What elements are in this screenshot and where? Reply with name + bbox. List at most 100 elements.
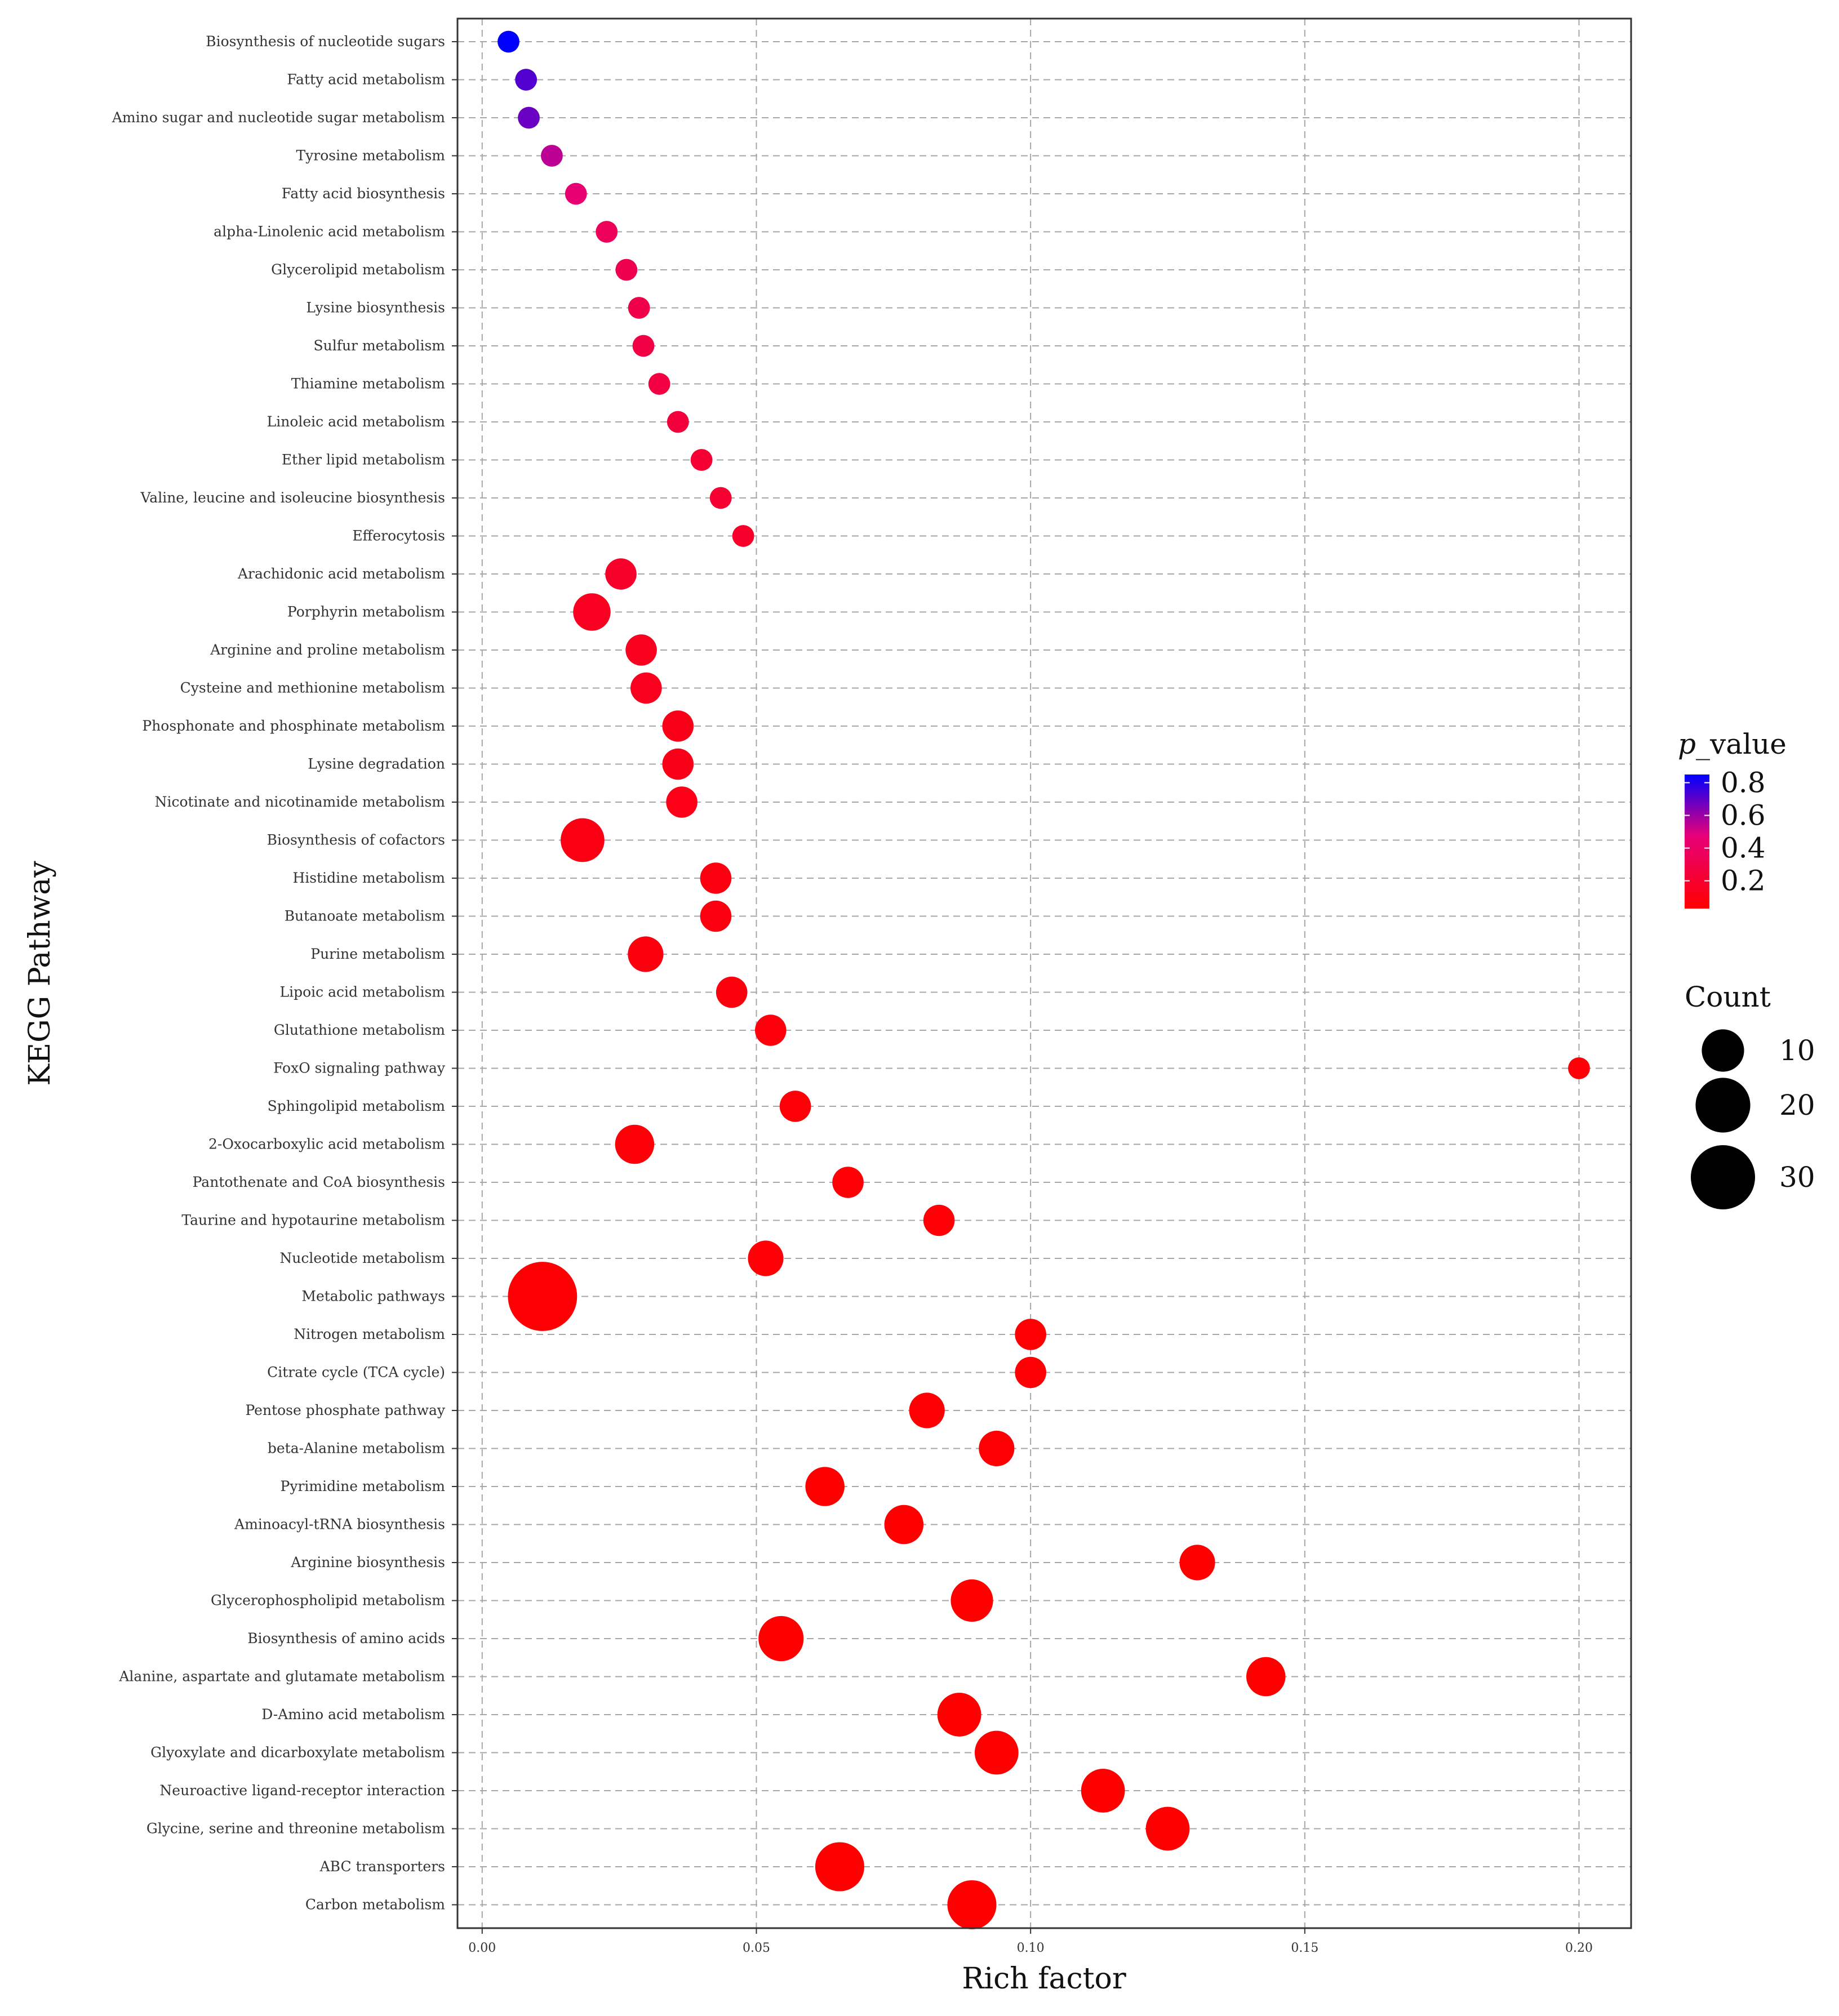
data-point [596,221,618,243]
y-tick-label: Nitrogen metabolism [294,1326,445,1342]
data-point [779,1091,811,1122]
colorbar-label: 0.2 [1721,865,1766,897]
y-tick-label: ABC transporters [319,1858,445,1875]
data-point [662,748,694,780]
y-tick-label: Pyrimidine metabolism [281,1478,446,1494]
x-tick-label: 0.15 [1291,1941,1318,1955]
x-tick-label: 0.00 [468,1941,496,1955]
y-tick-label: Aminoacyl-tRNA biosynthesis [234,1516,445,1533]
y-tick-label: D-Amino acid metabolism [261,1706,445,1723]
data-point [947,1880,997,1930]
x-axis-title: Rich factor [962,1962,1126,1996]
colorbar-label: 0.6 [1721,799,1766,832]
data-point [615,1124,655,1164]
data-point [628,936,664,972]
p-value-legend-title: p_value [1678,728,1787,760]
y-tick-label: Pentose phosphate pathway [245,1402,445,1418]
y-tick-label: Glycerophospholipid metabolism [211,1592,445,1609]
y-tick-label: 2-Oxocarboxylic acid metabolism [208,1136,445,1152]
data-point [667,411,689,433]
y-tick-label: Sphingolipid metabolism [268,1098,446,1114]
count-legend-title: Count [1685,981,1771,1013]
data-point [923,1204,955,1236]
y-tick-label: Cysteine and methionine metabolism [180,680,446,696]
data-point [515,69,538,91]
x-tick-label: 0.20 [1565,1941,1593,1955]
data-point [615,259,638,281]
count-legend-label: 20 [1779,1089,1815,1122]
data-point [937,1693,981,1737]
y-tick-label: Biosynthesis of amino acids [247,1630,445,1646]
y-tick-label: Fatty acid metabolism [287,72,445,88]
y-tick-label: Tyrosine metabolism [296,148,445,164]
y-tick-label: Arachidonic acid metabolism [237,566,445,582]
p-value-legend-title-italic: p [1678,728,1696,760]
p-value-legend-title-rest: _value [1696,728,1787,760]
data-point [690,449,713,471]
colorbar-label: 0.8 [1721,767,1766,799]
y-tick-label: Ether lipid metabolism [282,452,445,468]
y-tick-label: Arginine and proline metabolism [210,642,445,658]
data-point [573,593,611,631]
data-point [666,786,698,818]
y-tick-label: Biosynthesis of cofactors [267,832,445,848]
y-tick-label: Sulfur metabolism [313,337,445,354]
p-value-legend: p_value 0.80.60.40.2 [1678,728,1787,909]
y-tick-label: Carbon metabolism [305,1897,445,1913]
y-tick-label: Butanoate metabolism [285,908,446,924]
y-tick-label: Glycine, serine and threonine metabolism [146,1821,445,1837]
data-point [605,558,637,590]
y-tick-label: Glycerolipid metabolism [271,261,445,278]
data-point [1246,1657,1286,1697]
data-point [974,1730,1019,1775]
y-tick-label: Pantothenate and CoA biosynthesis [193,1174,445,1190]
p-value-colorbar-ticks: 0.80.60.40.2 [1685,767,1766,897]
y-tick-label: Efferocytosis [352,528,445,544]
y-tick-label: Histidine metabolism [292,870,445,886]
y-tick-label: FoxO signaling pathway [273,1060,446,1076]
y-tick-label: Biosynthesis of nucleotide sugars [206,33,445,50]
y-axis-title: KEGG Pathway [23,861,57,1086]
count-legend-label: 10 [1779,1034,1815,1067]
data-point [1179,1545,1215,1581]
data-point [884,1505,924,1545]
data-point [565,183,587,205]
data-point [1145,1806,1190,1851]
data-point [518,106,540,129]
data-point [1081,1769,1125,1813]
count-legend-circle [1690,1145,1756,1210]
data-point [950,1579,993,1622]
data-point [625,634,657,666]
data-point [628,297,650,319]
count-legend: Count 10 20 30 [1685,981,1815,1210]
count-legend-label: 30 [1779,1161,1815,1194]
data-point [630,672,662,704]
data-point [979,1430,1015,1467]
y-tick-label: Amino sugar and nucleotide sugar metabol… [112,109,445,126]
y-tick-label: Lysine biosynthesis [306,300,445,316]
y-tick-label: Glyoxylate and dicarboxylate metabolism [150,1744,445,1761]
y-tick-label: Nucleotide metabolism [279,1250,445,1266]
count-legend-circle [1695,1078,1751,1133]
y-tick-label: alpha-Linolenic acid metabolism [214,224,445,240]
data-point [716,976,748,1008]
y-tick-label: Alanine, aspartate and glutamate metabol… [118,1668,445,1685]
y-tick-label: Citrate cycle (TCA cycle) [267,1364,445,1381]
data-point [732,525,754,547]
x-tick-label: 0.10 [1017,1941,1045,1955]
data-point [648,373,670,395]
data-point [754,1014,787,1046]
y-tick-label: Fatty acid biosynthesis [282,185,445,202]
y-tick-label: Nicotinate and nicotinamide metabolism [155,794,446,810]
y-tick-label: beta-Alanine metabolism [268,1440,445,1457]
y-tick-label: Arginine biosynthesis [290,1554,445,1570]
y-tick-label: Lipoic acid metabolism [280,984,446,1000]
x-axis-ticks: 0.00 0.05 0.10 0.15 0.20 [468,1928,1593,1955]
data-point [815,1842,864,1892]
data-point [497,30,519,53]
y-tick-label: Glutathione metabolism [274,1022,445,1038]
y-axis-labels: Biosynthesis of nucleotide sugars Fatty a… [112,33,457,1913]
data-point [662,710,694,742]
count-legend-items: 10 20 30 [1690,1029,1815,1210]
